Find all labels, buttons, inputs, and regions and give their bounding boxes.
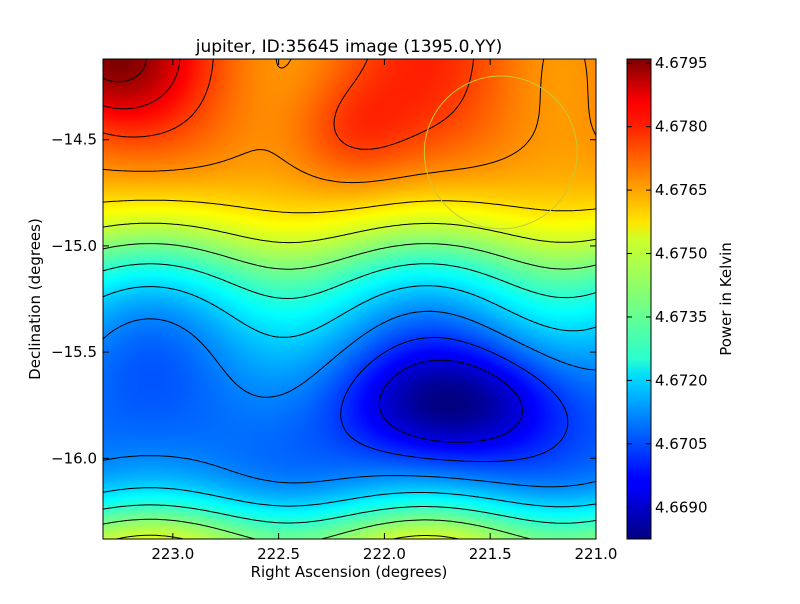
x-tick-label: 221.0 [575, 545, 618, 563]
plot-area: 223.0 222.5 222.0 221.5 221.0 −14.5 −15.0 −15.… [51, 58, 617, 563]
source-marker-circle [423, 75, 578, 230]
y-tick-label: −16.0 [51, 449, 97, 467]
contour-line [103, 199, 596, 214]
contour-line [103, 59, 181, 110]
x-axis-ticks: 223.0 222.5 222.0 221.5 221.0 [151, 59, 617, 563]
contour-line [103, 222, 596, 539]
colorbar-gradient [626, 58, 652, 540]
colorbar-tick-label: 4.6720 [655, 371, 708, 389]
contour-line [103, 59, 475, 150]
contour-line [103, 263, 596, 524]
colorbar-ticks: 4.6690 4.6705 4.6720 4.6735 4.6750 4.6765 4.67… [627, 54, 708, 516]
plot-frame [102, 58, 597, 540]
contour-line [103, 243, 596, 539]
y-axis-label: Declination (degrees) [26, 218, 44, 380]
colorbar-tick-label: 4.6780 [655, 118, 708, 136]
contour-line [103, 310, 596, 488]
y-tick-label: −14.5 [51, 131, 97, 149]
x-axis-label: Right Ascension (degrees) [251, 563, 448, 581]
colorbar-tick-label: 4.6750 [655, 245, 708, 263]
colorbar: 4.6690 4.6705 4.6720 4.6735 4.6750 4.6765 4.67… [626, 54, 735, 540]
contour-line [103, 59, 596, 184]
y-axis-ticks: −14.5 −15.0 −15.5 −16.0 [51, 131, 596, 467]
y-tick-label: −15.0 [51, 237, 97, 255]
contour-line [340, 337, 569, 462]
chart-title: jupiter, ID:35645 image (1395.0,YY) [195, 37, 503, 57]
x-tick-label: 222.5 [257, 545, 300, 563]
contour-line [103, 285, 596, 508]
colorbar-tick-label: 4.6735 [655, 308, 708, 326]
colorbar-tick-label: 4.6690 [655, 498, 708, 516]
x-tick-label: 223.0 [151, 545, 194, 563]
colorbar-tick-label: 4.6765 [655, 181, 708, 199]
colorbar-tick-label: 4.6795 [655, 54, 708, 72]
colorbar-tick-label: 4.6705 [655, 435, 708, 453]
contour-line [103, 59, 147, 83]
colorbar-label: Power in Kelvin [717, 242, 735, 356]
y-tick-label: −15.5 [51, 343, 97, 361]
contour-line [378, 359, 523, 443]
contour-lines [103, 59, 596, 539]
x-tick-label: 221.5 [469, 545, 512, 563]
x-tick-label: 222.0 [363, 545, 406, 563]
heatmap-image [103, 59, 596, 539]
